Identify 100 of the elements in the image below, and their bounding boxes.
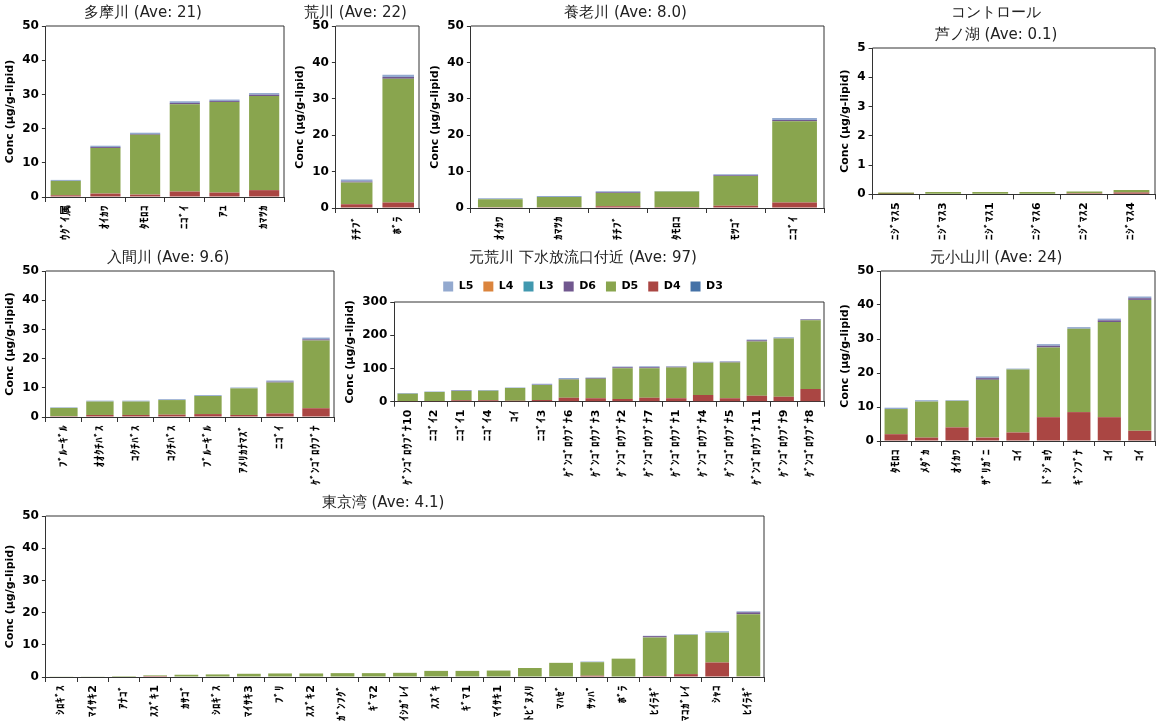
chart-title: 荒川 (Ave: 22) [304,2,407,21]
y-tick-label: 40 [447,54,464,69]
x-tick-label: ﾁﾁﾌﾞ [349,216,363,240]
x-tick-label: ﾎﾞﾗ [616,685,630,703]
y-tick-label: 0 [30,669,39,684]
x-tick-label: ｽｽﾞｷ1 [148,685,162,717]
y-tick-label: 0 [865,433,874,448]
x-tick-label: ｱﾕ [217,205,231,217]
x-tick-label: ﾀﾓﾛｺ [888,449,902,473]
y-tick-label: 10 [22,636,39,651]
y-tick-label: 2 [857,127,866,142]
x-tick-label: ｺｲ [507,409,521,422]
chart-title: 東京湾 (Ave: 4.1) [321,492,445,511]
y-tick-label: 30 [857,331,874,346]
x-tick-label: ﾌﾞﾘ [272,685,286,703]
y-tick-label: 50 [857,263,874,278]
x-tick-label: ｺｲ [1132,449,1146,461]
x-tick-label: ﾆｺﾞｲ [272,425,286,449]
x-tick-label: ﾆｺﾞｲ4 [481,409,495,442]
y-tick-label: 30 [447,90,464,105]
x-tick-label: ﾏﾊｾﾞ [553,685,567,709]
legend-label: D5 [621,279,639,293]
x-tick-label: ｶﾞﾝﾌｸﾞ [335,685,349,721]
y-tick-label: 10 [22,154,39,169]
x-tick-label: ｻﾞﾘｶﾞﾆ [980,449,994,485]
x-tick-label: ｹﾞﾝｺﾞﾛｳﾌﾞﾅ4 [695,409,709,478]
y-tick-label: 50 [447,18,464,33]
x-tick-label: ｹﾞﾝｺﾞﾛｳﾌﾞﾅ2 [615,409,629,478]
x-tick-label: ｽｽﾞｷ2 [304,685,318,717]
chart-title: 養老川 (Ave: 8.0) [564,2,687,21]
chart-title: 多摩川 (Ave: 21) [84,2,202,21]
legend-label: D3 [706,279,723,293]
y-tick-label: 20 [447,127,464,142]
y-tick-label: 1 [857,157,866,172]
x-tick-label: ﾀﾓﾛｺ [669,216,683,240]
y-tick-label: 20 [857,365,874,380]
y-axis-title: Conc (µg/g-lipid) [343,300,357,404]
x-tick-label: ｷﾞﾝﾌﾞﾅ [1071,449,1085,485]
x-tick-label: ｼﾛｷﾞｽ [210,685,224,715]
x-tick-label: ｷﾞﾏ2 [366,685,380,711]
y-axis-title: Conc (µg/g-lipid) [3,544,17,649]
y-tick-label: 50 [22,508,39,523]
x-tick-label: ｱﾅｺﾞ [116,685,130,709]
y-tick-label: 3 [857,98,866,113]
chart-title: 芦ノ湖 (Ave: 0.1) [934,24,1058,43]
y-axis-title: Conc (µg/g-lipid) [3,292,17,396]
y-tick-label: 10 [312,163,329,178]
y-tick-label: 50 [22,263,39,278]
x-tick-label: ｼｬｺ [710,685,724,703]
y-tick-label: 20 [22,604,39,619]
x-tick-label: ﾆｺﾞｲ2 [427,409,441,442]
x-tick-label: ﾄﾋﾞﾇﾒﾘ [522,685,536,721]
x-tick-label: ｹﾞﾝｺﾞﾛｳﾌﾞﾅ9 [776,409,790,478]
x-tick-label: ｻｯﾊﾟ [585,685,599,709]
y-axis-title: Conc (µg/g-lipid) [3,59,17,164]
x-tick-label: ｶﾏﾂｶ [552,216,566,240]
y-axis-title: Conc (µg/g-lipid) [428,65,442,169]
chart-subtitle: コントロール [951,2,1041,21]
x-tick-label: ｹﾞﾝｺﾞﾛｳﾌﾞﾅ1 [669,409,683,478]
x-tick-label: ﾆｼﾞﾏｽ5 [888,202,902,240]
x-tick-label: ﾌﾞﾙｰｷﾞﾙ [56,425,70,467]
legend-label: L5 [458,279,474,293]
x-tick-label: ｹﾞﾝｺﾞﾛｳﾌﾞﾅ [308,425,322,485]
y-tick-label: 0 [455,200,464,215]
y-tick-label: 300 [362,294,388,309]
y-tick-label: 20 [22,120,39,135]
y-tick-label: 200 [362,327,388,342]
y-tick-label: 30 [22,321,39,336]
x-tick-label: ｳｸﾞｲ属 [58,205,72,240]
y-tick-label: 30 [312,90,329,105]
y-tick-label: 0 [30,409,39,424]
x-tick-label: ﾏｺｶﾞﾚｲ [678,685,692,721]
x-tick-label: ｷﾞﾏ1 [460,685,474,711]
x-tick-label: ﾓﾂｺﾞ [728,216,742,240]
y-tick-label: 50 [312,18,329,33]
x-tick-label: ﾆｼﾞﾏｽ2 [1077,202,1091,240]
x-tick-label: ｹﾞﾝｺﾞﾛｳﾌﾞﾅ7 [642,409,656,478]
y-tick-label: 0 [30,189,39,204]
x-tick-label: ｲｼｶﾞﾚｲ [397,685,411,721]
y-tick-label: 100 [362,360,388,375]
y-tick-label: 5 [857,40,866,55]
y-axis-title: Conc (µg/g-lipid) [293,65,307,169]
y-tick-label: 40 [22,292,39,307]
x-tick-label: ﾆｺﾞｲ [787,216,801,240]
x-tick-label: ﾏｲｻｷ3 [241,685,255,717]
x-tick-label: ｹﾞﾝｺﾞﾛｳﾌﾞﾅ8 [803,409,817,478]
legend-label: L4 [498,279,514,293]
y-tick-label: 0 [378,393,388,408]
x-tick-label: ﾏｲｻｷ1 [491,685,505,717]
x-tick-label: ｵｲｶﾜ [949,449,963,473]
y-tick-label: 10 [22,379,39,394]
y-tick-label: 40 [22,52,39,67]
x-tick-label: ｶﾏﾂｶ [257,205,271,229]
x-tick-label: ｱﾒﾘｶﾅﾏｽﾞ [236,425,250,473]
x-tick-label: ﾆｼﾞﾏｽ3 [936,202,950,240]
chart-title: 元荒川 下水放流口付近 (Ave: 97) [469,247,697,266]
x-tick-label: ｵｲｶﾜ [98,205,112,229]
x-tick-label: ｽｽﾞｷ [429,685,443,709]
x-tick-label: ﾏｲｻｷ2 [85,685,99,717]
x-tick-label: ﾆｺﾞｲ [177,205,191,229]
